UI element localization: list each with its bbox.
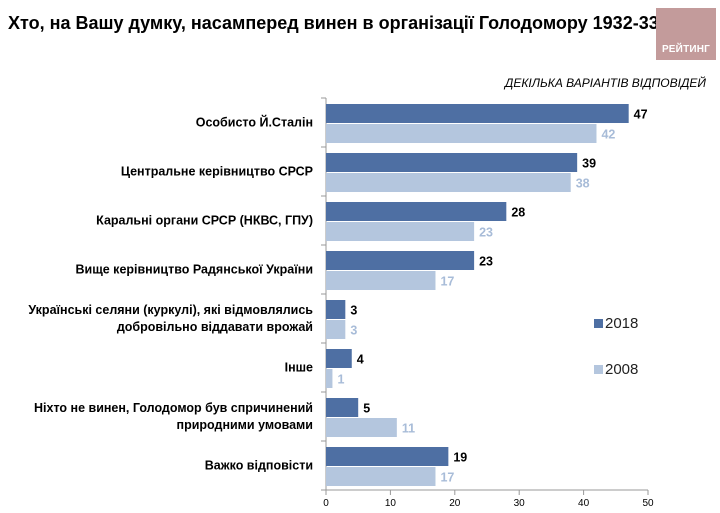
bar-2018 [326,202,507,221]
x-tick-label: 0 [323,498,329,509]
bar-2018 [326,153,578,172]
category-label: Важко відповісти [204,458,313,472]
category-label: Українські селяни (куркулі), які відмовл… [28,302,313,334]
legend-label: 2018 [605,315,639,332]
data-label-2008: 23 [479,226,493,240]
x-tick-label: 20 [449,498,461,509]
data-label-2008: 17 [440,471,454,485]
multiple-answers-note: ДЕКІЛЬКА ВАРІАНТІВ ВІДПОВІДЕЙ [504,76,706,90]
category-label: Ніхто не винен, Голодомор був спричинени… [34,400,313,432]
bar-2018 [326,251,475,270]
bar-2018 [326,300,346,319]
legend-swatch [594,365,603,374]
category-label: Вище керівництво Радянської України [75,262,314,276]
bar-2018 [326,349,352,368]
bar-2008 [326,467,436,486]
data-label-2018: 23 [479,255,493,269]
data-label-2008: 17 [440,275,454,289]
logo-text: РЕЙТИНГ [661,44,711,55]
data-label-2018: 4 [357,353,364,367]
legend-swatch [594,319,603,328]
category-label: Інше [284,360,313,374]
bar-2008 [326,173,571,192]
bar-2018 [326,398,359,417]
bar-2008 [326,320,346,339]
data-label-2018: 19 [453,451,467,465]
data-label-2018: 28 [511,206,525,220]
data-label-2008: 1 [337,373,344,387]
data-label-2018: 5 [363,402,370,416]
category-label: Центральне керівництво СРСР [120,164,313,178]
x-tick-label: 40 [578,498,590,509]
data-label-2008: 42 [601,128,615,142]
x-tick-label: 10 [385,498,397,509]
data-label-2018: 3 [350,304,357,318]
data-label-2008: 11 [402,422,415,436]
bar-2008 [326,222,475,241]
legend-label: 2008 [605,361,639,378]
category-label: Особисто Й.Сталін [195,115,313,129]
bar-2018 [326,447,449,466]
bar-2008 [326,418,397,437]
data-label-2008: 3 [350,324,357,338]
data-label-2018: 39 [582,157,596,171]
bar-2008 [326,124,597,143]
bar-2008 [326,271,436,290]
x-tick-label: 50 [642,498,654,509]
category-label: Каральні органи СРСР (НКВС, ГПУ) [96,213,313,227]
rating-logo: РЕЙТИНГ [656,8,716,60]
data-label-2008: 38 [576,177,590,191]
data-label-2018: 47 [634,108,648,122]
chart-title: Хто, на Вашу думку, насамперед винен в о… [8,13,702,33]
x-tick-label: 30 [514,498,526,509]
bar-2008 [326,369,333,388]
bar-2018 [326,104,629,123]
